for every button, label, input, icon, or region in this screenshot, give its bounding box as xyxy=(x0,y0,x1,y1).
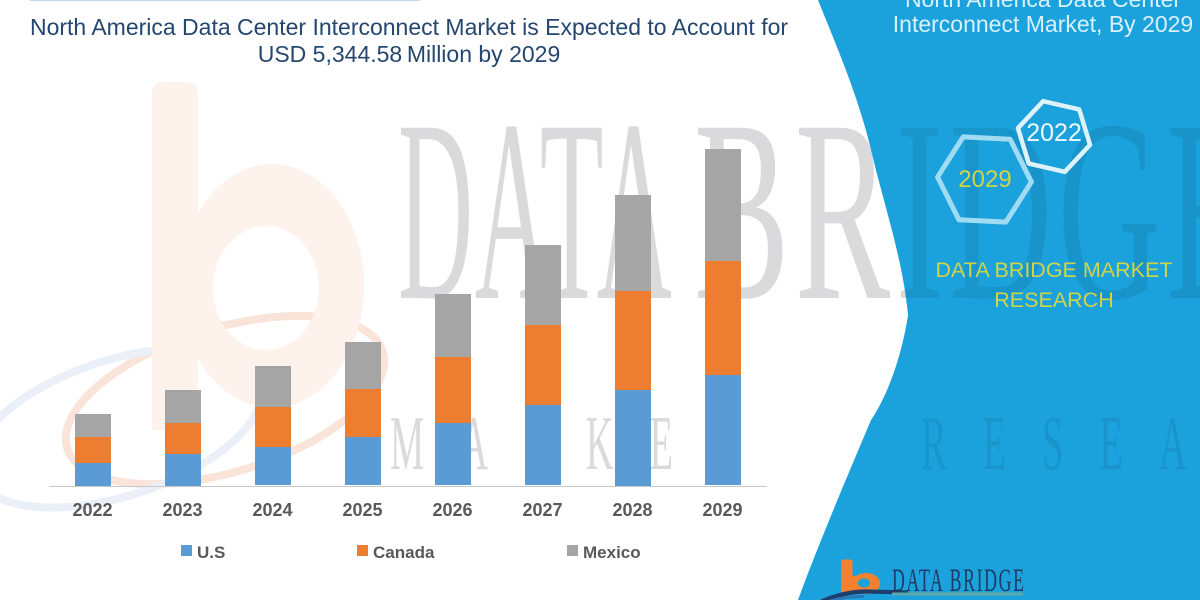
svg-text:DATA BRIDGE: DATA BRIDGE xyxy=(892,561,1026,598)
svg-text:DATA: DATA xyxy=(398,67,673,355)
svg-text:MARKET RESEARCH: MARKET RESEARCH xyxy=(390,402,1200,487)
